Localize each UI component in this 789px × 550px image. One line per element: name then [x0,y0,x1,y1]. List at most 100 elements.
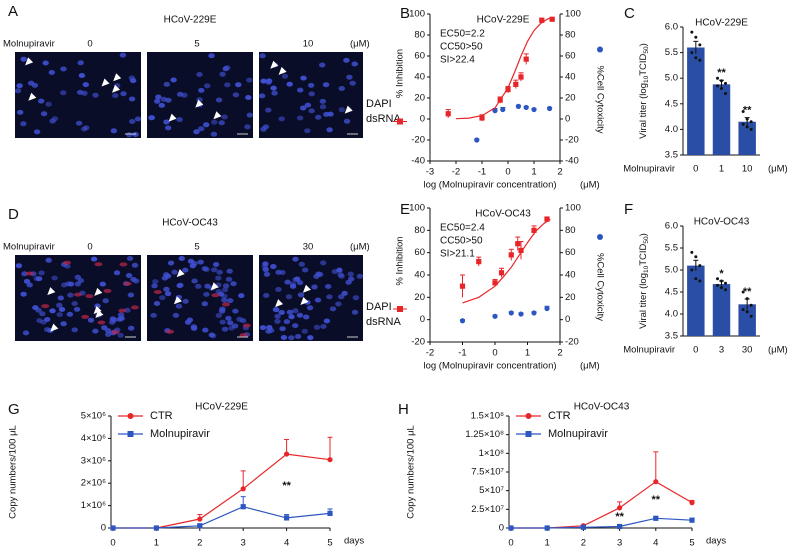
data-point [445,111,451,117]
y-tick-label: 100 [409,9,425,20]
data-point [653,515,659,521]
nucleus [32,305,39,311]
nucleus [303,314,310,320]
y2-tick-label: -40 [565,156,579,167]
nucleus [120,91,127,97]
nucleus [296,280,304,286]
nucleus [306,305,314,311]
nucleus [210,131,218,137]
nucleus [201,301,208,307]
nucleus [56,302,63,308]
nucleus [33,276,40,282]
nucleus [228,325,235,331]
treatment-label: Molnupiravir [3,39,55,50]
nucleus [323,318,331,324]
nucleus [134,116,142,122]
stain-label: DAPI [366,98,392,110]
nucleus [176,283,183,289]
nucleus [195,283,202,289]
nucleus [82,82,90,88]
chart-title: HCoV-229E [695,18,748,29]
nucleus [281,73,289,79]
nucleus [181,92,188,98]
y-tick-label: 5.0 [665,265,678,276]
dose-label: 0 [87,242,92,253]
nucleus [49,308,56,314]
nucleus [232,92,240,98]
arrowhead [113,73,122,82]
x-tick-label: 1 [525,348,530,359]
x-tick-label: 2 [557,348,562,359]
nucleus [73,306,81,312]
nucleus [153,301,161,306]
nucleus [232,308,239,314]
nucleus [90,256,98,262]
nucleus [211,267,218,273]
nucleus [193,129,200,135]
dsrna-signal [103,288,112,293]
arrowhead [213,111,222,120]
arrowhead [93,306,102,314]
nucleus [160,96,167,102]
nucleus [198,126,205,132]
nucleus [101,325,108,331]
nucleus [211,119,218,125]
y-axis-label-part: TCID [638,53,649,75]
nucleus [265,328,272,334]
x-tick-label: 1 [531,167,536,178]
nucleus [246,77,253,83]
replicate-point [749,120,753,124]
x-tick-label: 3 [617,538,622,549]
significance-label: ** [743,105,752,117]
y-axis-label: % Inhibition [395,49,406,98]
arrowhead [176,269,185,278]
nucleus [51,275,58,281]
nucleus [163,119,170,125]
nucleus [279,326,286,332]
y-tick-label: 5.5 [665,47,678,58]
nucleus [227,320,234,326]
nucleus [227,298,234,304]
nucleus [14,88,22,94]
x-tick-label: 0 [693,164,698,175]
nucleus [304,102,312,108]
nucleus [283,319,291,325]
nucleus [48,70,55,75]
dsrna-signal [25,271,34,276]
replicate-point [720,86,723,90]
x-tick-label: -1 [458,348,466,359]
nucleus [40,111,48,117]
nucleus [129,119,136,124]
stain-label: dsRNA [366,316,402,328]
nucleus [186,317,194,323]
nucleus [167,260,175,266]
nucleus [190,324,198,330]
dsrna-signal [166,329,175,334]
nucleus [208,53,215,59]
y-axis-label-part: 10 [643,75,650,83]
nucleus [235,82,242,88]
nucleus [300,75,307,81]
y-tick-label: 2.5×10⁷ [471,504,504,515]
nucleus [163,286,170,292]
nucleus [71,327,78,333]
data-point [689,517,695,523]
panel-title: HCoV-OC43 [162,218,218,229]
nucleus [292,323,299,329]
nucleus [155,94,162,100]
nucleus [296,115,304,121]
panel-label: C [624,5,635,22]
nucleus [75,120,83,126]
replicate-point [749,303,753,307]
nucleus [262,267,269,273]
nucleus [83,125,90,131]
data-point [544,216,550,222]
nucleus [119,52,127,58]
nucleus [244,124,251,130]
nucleus [38,98,45,104]
y-axis-label: Viral titer (log10TCID50) [638,233,651,329]
nucleus [60,321,67,327]
data-point [531,310,537,316]
x-tick-label: -2 [452,167,460,178]
nucleus [113,270,121,276]
